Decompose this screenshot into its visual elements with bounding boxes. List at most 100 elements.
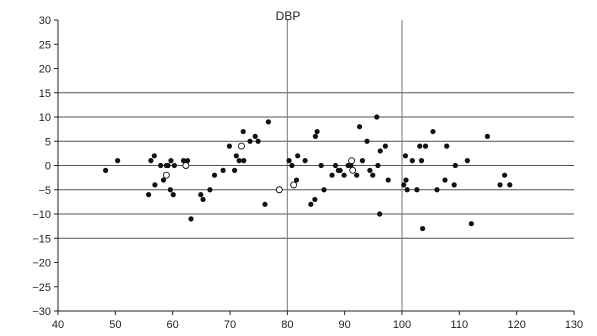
y-tick-label: 25 [39, 39, 51, 51]
data-point [497, 182, 503, 188]
data-point [293, 177, 300, 183]
data-point [198, 192, 204, 198]
data-point-open [275, 186, 283, 194]
data-point [165, 162, 171, 169]
data-point-open [290, 181, 298, 189]
data-point [507, 182, 513, 188]
x-tick-label: 70 [224, 319, 236, 331]
data-points [102, 114, 513, 232]
data-point [332, 162, 339, 169]
data-point [451, 182, 457, 188]
data-point [286, 158, 292, 164]
data-point [367, 167, 373, 173]
data-point [312, 196, 318, 203]
data-point [289, 162, 295, 169]
data-point [171, 162, 177, 169]
x-tick-label: 100 [393, 319, 411, 331]
data-point [247, 138, 253, 144]
data-point [226, 143, 233, 149]
data-point-open [348, 157, 355, 165]
data-point [308, 201, 314, 207]
data-point [180, 158, 187, 164]
data-point [417, 143, 423, 149]
data-point [375, 162, 381, 169]
x-tick-label: 80 [281, 319, 293, 331]
data-point [207, 187, 213, 193]
data-point [252, 133, 258, 139]
y-tick-label: 0 [45, 161, 51, 173]
y-tick-label: 15 [39, 88, 51, 100]
data-point [354, 172, 360, 178]
data-point [318, 162, 324, 169]
y-tick-label: −15 [32, 233, 51, 245]
data-point [404, 187, 410, 193]
reference-lines [58, 20, 574, 311]
data-point [167, 187, 173, 193]
data-point [414, 187, 420, 193]
data-point [200, 196, 206, 203]
x-tick-label: 50 [109, 319, 121, 331]
data-point [241, 158, 247, 164]
data-point [152, 182, 158, 188]
y-tick-label: 20 [39, 64, 51, 76]
data-point [430, 128, 436, 135]
data-point [359, 158, 366, 164]
data-point-open [182, 162, 190, 169]
x-tick-label: 110 [451, 319, 469, 331]
x-tick-label: 120 [507, 319, 525, 331]
data-point [442, 177, 448, 183]
y-tick-label: 5 [45, 136, 51, 148]
data-point [356, 124, 363, 130]
data-point [364, 138, 370, 144]
x-tick-label: 130 [565, 319, 583, 331]
data-point [151, 153, 157, 159]
y-tick-label: 30 [39, 15, 51, 27]
data-point [402, 153, 409, 159]
data-point [240, 128, 246, 135]
data-point [115, 158, 121, 164]
y-tick-label: −5 [38, 185, 51, 197]
data-point [302, 158, 308, 164]
data-point [377, 211, 383, 217]
data-point [468, 221, 474, 227]
data-point [434, 187, 440, 193]
data-point [265, 119, 272, 125]
y-tick-label: −10 [32, 209, 51, 221]
data-point [188, 216, 194, 222]
data-point-open [349, 166, 357, 174]
data-point [312, 133, 319, 139]
x-tick-label: 60 [167, 319, 179, 331]
data-point [102, 167, 109, 173]
data-point [401, 182, 407, 188]
y-tick-label: −25 [32, 282, 51, 294]
data-point [321, 187, 327, 193]
data-point [452, 162, 458, 169]
axes [54, 19, 575, 315]
data-point [341, 172, 347, 178]
data-point [444, 143, 450, 149]
data-point-open [238, 142, 245, 150]
data-point [420, 225, 426, 232]
data-point [233, 153, 239, 159]
data-point [337, 167, 343, 173]
data-point [211, 172, 218, 178]
data-point [409, 158, 415, 164]
data-point [148, 158, 154, 164]
data-point [348, 162, 354, 169]
data-point [464, 158, 470, 164]
data-point [374, 114, 380, 120]
data-point [418, 158, 425, 164]
tick-labels: −30 −25 −20 −15 −10 −5 0 5 10 15 20 25 30 40 50 60 70 80 9… [32, 15, 583, 331]
data-point [184, 158, 191, 164]
data-point [168, 158, 174, 164]
data-point [377, 148, 383, 154]
data-point [220, 167, 226, 173]
data-point [502, 172, 508, 178]
data-point-open [162, 171, 170, 179]
y-tick-label: −30 [32, 306, 51, 318]
y-tick-label: 10 [39, 112, 51, 124]
data-point [295, 153, 301, 159]
y-tick-label: −20 [32, 258, 51, 270]
data-point [382, 143, 388, 149]
